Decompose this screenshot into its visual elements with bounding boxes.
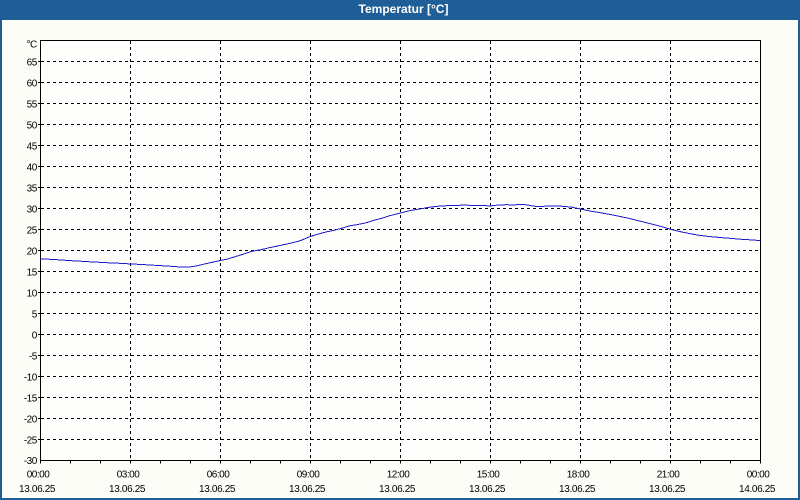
svg-text:-5: -5 — [29, 352, 38, 363]
svg-text:13.06.25: 13.06.25 — [199, 484, 236, 495]
svg-text:-25: -25 — [24, 436, 38, 447]
svg-text:14.06.25: 14.06.25 — [739, 484, 776, 495]
svg-text:13.06.25: 13.06.25 — [109, 484, 146, 495]
svg-text:50: 50 — [27, 121, 38, 132]
svg-text:65: 65 — [27, 58, 38, 69]
svg-text:13.06.25: 13.06.25 — [649, 484, 686, 495]
svg-text:13.06.25: 13.06.25 — [379, 484, 416, 495]
svg-text:15: 15 — [27, 268, 38, 279]
svg-text:10: 10 — [27, 289, 38, 300]
svg-text:13.06.25: 13.06.25 — [19, 484, 56, 495]
svg-text:60: 60 — [27, 79, 38, 90]
svg-text:13.06.25: 13.06.25 — [559, 484, 596, 495]
svg-text:13.06.25: 13.06.25 — [469, 484, 506, 495]
svg-text:00:00: 00:00 — [27, 470, 50, 481]
svg-text:°C: °C — [27, 40, 37, 51]
svg-text:45: 45 — [27, 142, 38, 153]
svg-text:-20: -20 — [24, 415, 38, 426]
svg-text:15:00: 15:00 — [477, 470, 500, 481]
svg-text:30: 30 — [27, 205, 38, 216]
svg-text:5: 5 — [32, 310, 38, 321]
svg-text:21:00: 21:00 — [657, 470, 680, 481]
svg-text:13.06.25: 13.06.25 — [289, 484, 326, 495]
svg-text:55: 55 — [27, 100, 38, 111]
svg-text:-30: -30 — [24, 456, 38, 467]
svg-text:-15: -15 — [24, 394, 38, 405]
svg-text:40: 40 — [27, 163, 38, 174]
svg-text:25: 25 — [27, 226, 38, 237]
svg-text:09:00: 09:00 — [297, 470, 320, 481]
svg-text:00:00: 00:00 — [747, 470, 770, 481]
svg-text:-10: -10 — [24, 373, 38, 384]
svg-text:12:00: 12:00 — [387, 470, 410, 481]
svg-text:18:00: 18:00 — [567, 470, 590, 481]
svg-text:35: 35 — [27, 184, 38, 195]
svg-text:20: 20 — [27, 247, 38, 258]
svg-text:03:00: 03:00 — [117, 470, 140, 481]
svg-text:0: 0 — [32, 331, 38, 342]
svg-text:06:00: 06:00 — [207, 470, 230, 481]
